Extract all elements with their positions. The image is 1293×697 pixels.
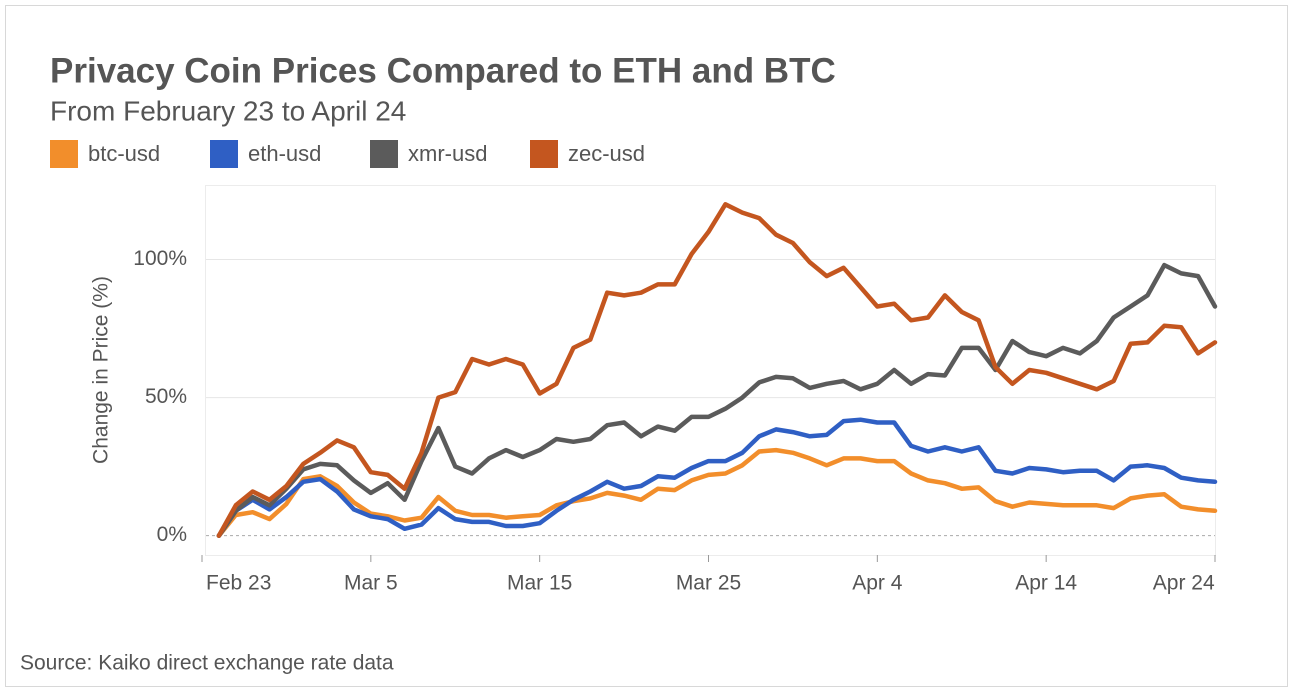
series-line [216,417,1218,538]
legend-swatch [370,140,398,168]
legend-swatch [530,140,558,168]
x-tick-label: Apr 4 [852,572,903,595]
x-tick-label: Mar 25 [676,572,741,595]
chart-title: Privacy Coin Prices Compared to ETH and … [50,51,836,90]
y-tick-label: 0% [157,523,187,546]
series-line [216,262,1218,538]
legend-label: eth-usd [248,141,321,166]
x-tick-label: Mar 5 [344,572,398,595]
y-tick-label: 50% [145,385,187,408]
legend-swatch [210,140,238,168]
x-tick-label: Apr 14 [1015,572,1077,595]
chart-subtitle: From February 23 to April 24 [50,95,406,126]
legend-label: xmr-usd [408,141,487,166]
series-line [216,202,1218,538]
source-note: Source: Kaiko direct exchange rate data [20,652,394,675]
y-tick-label: 100% [133,247,187,270]
x-tick-label: Apr 24 [1153,572,1215,595]
x-tick-label: Mar 15 [507,572,572,595]
y-axis-label: Change in Price (%) [90,276,113,464]
x-tick-label: Feb 23 [206,572,271,595]
legend-label: btc-usd [88,141,160,166]
legend-label: zec-usd [568,141,645,166]
plot-area [205,185,1216,556]
series-line [216,447,1218,538]
legend-swatch [50,140,78,168]
